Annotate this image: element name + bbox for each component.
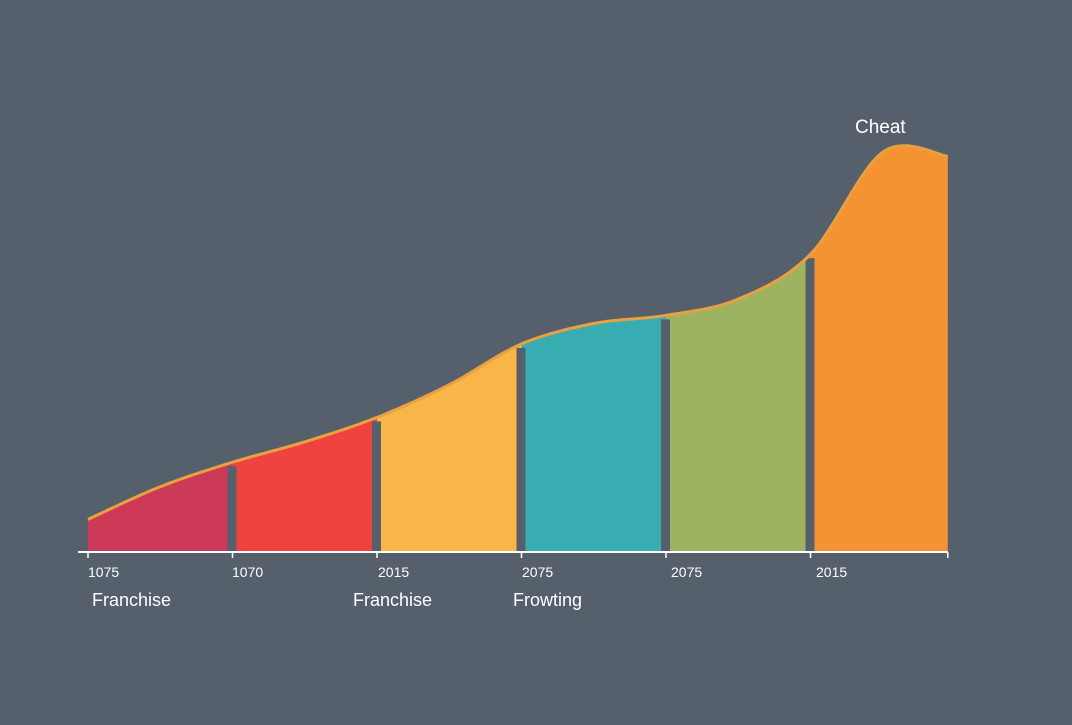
x-tick-label: 2015 — [816, 564, 847, 580]
area-segments — [88, 145, 948, 552]
segment-gap — [661, 319, 670, 552]
area-segment-1 — [88, 462, 233, 552]
area-segment-6 — [810, 145, 948, 552]
segment-gap — [227, 466, 237, 552]
segment-gaps — [227, 258, 815, 552]
curve-line — [87, 144, 948, 521]
x-axis-ticks — [87, 552, 949, 558]
x-tick-label: 2075 — [522, 564, 553, 580]
x-tick-labels: 1075 1070 2015 2075 2075 2015 — [88, 564, 847, 580]
x-tick-label: 1075 — [88, 564, 119, 580]
x-tick-label: 1070 — [232, 564, 263, 580]
category-labels: Franchise Franchise Frowting — [92, 590, 582, 610]
area-segment-2 — [232, 417, 377, 552]
segment-gap — [805, 258, 815, 552]
area-segment-3 — [377, 343, 522, 552]
segment-gap — [516, 347, 526, 552]
category-label: Frowting — [513, 590, 582, 610]
area-segment-4 — [521, 315, 666, 552]
category-label: Franchise — [353, 590, 432, 610]
segment-gap — [372, 421, 381, 552]
x-tick-label: 2075 — [671, 564, 702, 580]
peak-annotation: Cheat — [855, 117, 906, 138]
category-label: Franchise — [92, 590, 171, 610]
x-tick-label: 2015 — [378, 564, 409, 580]
area-segment-5 — [666, 254, 811, 552]
